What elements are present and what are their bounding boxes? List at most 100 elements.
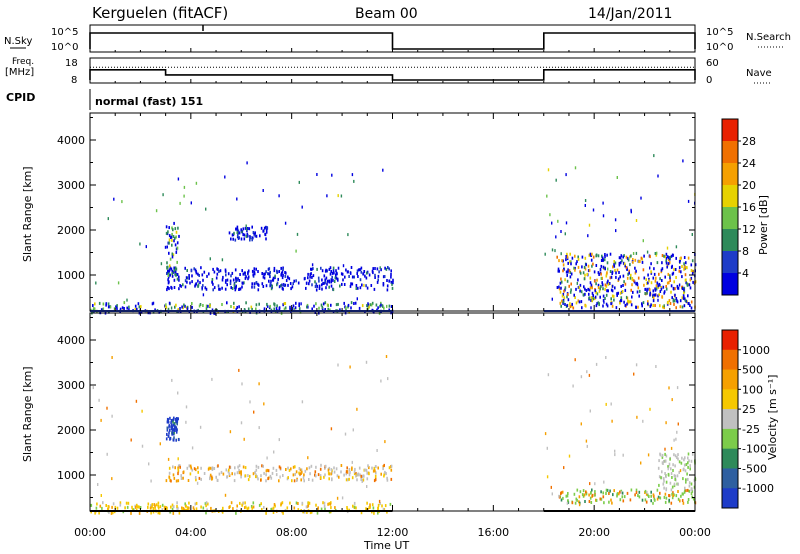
heat-cell bbox=[209, 466, 212, 470]
heat-cell bbox=[172, 420, 174, 424]
heat-cell bbox=[609, 252, 612, 256]
heat-cell bbox=[376, 449, 378, 452]
heat-cell bbox=[282, 511, 284, 515]
heat-cell bbox=[315, 302, 317, 306]
heat-cell bbox=[379, 304, 381, 308]
heat-cell bbox=[100, 418, 102, 422]
heat-cell bbox=[352, 504, 354, 508]
heat-cell bbox=[308, 478, 310, 481]
heat-cell bbox=[291, 307, 294, 310]
heat-cell bbox=[685, 463, 688, 466]
heat-cell bbox=[244, 474, 247, 478]
heat-cell bbox=[611, 419, 613, 423]
heat-cell bbox=[231, 287, 234, 290]
heat-cell bbox=[677, 490, 679, 493]
heat-cell bbox=[196, 481, 199, 485]
heat-cell bbox=[604, 297, 606, 300]
heat-cell bbox=[281, 276, 284, 280]
heat-cell bbox=[683, 265, 686, 269]
heat-cell bbox=[186, 466, 189, 470]
heat-cell bbox=[325, 286, 327, 290]
heat-cell bbox=[372, 469, 375, 473]
heat-cell bbox=[374, 474, 377, 478]
heat-cell bbox=[263, 273, 265, 276]
heat-cell bbox=[280, 273, 282, 277]
heat-cell bbox=[107, 305, 110, 309]
heat-cell bbox=[380, 303, 382, 307]
heat-cell bbox=[247, 275, 250, 279]
heat-cell bbox=[276, 304, 278, 308]
heat-cell bbox=[171, 272, 173, 276]
x-tick-label: 12:00 bbox=[377, 526, 409, 539]
heat-cell bbox=[309, 511, 312, 515]
heat-cell bbox=[386, 284, 389, 288]
heat-cell bbox=[657, 466, 660, 470]
heat-cell bbox=[559, 281, 562, 285]
heat-cell bbox=[191, 302, 193, 305]
heat-cell bbox=[185, 276, 188, 280]
heat-cell bbox=[175, 417, 178, 420]
heat-cell bbox=[140, 310, 143, 314]
heat-cell bbox=[269, 474, 272, 478]
heat-cell bbox=[661, 279, 663, 282]
heat-cell bbox=[212, 282, 214, 286]
heat-cell bbox=[584, 287, 586, 291]
heat-cell bbox=[671, 485, 674, 489]
heat-cell bbox=[135, 399, 138, 403]
heat-cell bbox=[187, 479, 190, 482]
freq-tick-bottom: 8 bbox=[71, 75, 77, 86]
heat-cell bbox=[640, 461, 642, 465]
heat-cell bbox=[671, 296, 673, 300]
heat-cell bbox=[204, 286, 207, 290]
heat-cell bbox=[589, 276, 592, 280]
heat-cell bbox=[179, 465, 181, 469]
heat-cell bbox=[330, 468, 333, 472]
heat-cell bbox=[297, 502, 299, 505]
heat-cell bbox=[646, 281, 648, 285]
heat-cell bbox=[555, 178, 557, 182]
heat-cell bbox=[622, 453, 624, 457]
heat-cell bbox=[694, 263, 697, 267]
heat-cell bbox=[668, 494, 670, 497]
heat-cell bbox=[166, 288, 168, 292]
heat-cell bbox=[333, 271, 335, 275]
heat-cell bbox=[206, 274, 208, 278]
heat-cell bbox=[664, 452, 666, 456]
heat-cell bbox=[377, 503, 380, 507]
heat-cell bbox=[674, 268, 677, 271]
heat-cell bbox=[610, 402, 612, 406]
heat-cell bbox=[644, 292, 646, 295]
heat-cell bbox=[643, 283, 645, 287]
heat-cell bbox=[629, 255, 631, 259]
heat-cell bbox=[176, 241, 179, 245]
power-colorbar-swatch bbox=[722, 273, 738, 296]
heat-cell bbox=[148, 462, 150, 466]
heat-cell bbox=[373, 479, 376, 483]
heat-cell bbox=[567, 499, 569, 503]
nsky-series-line bbox=[89, 32, 696, 50]
heat-cell bbox=[240, 237, 243, 241]
heat-cell bbox=[240, 472, 242, 476]
heat-cell bbox=[627, 272, 629, 276]
heat-cell bbox=[173, 416, 175, 420]
heat-cell bbox=[348, 477, 350, 481]
heat-cell bbox=[281, 270, 284, 274]
date-title: 14/Jan/2011 bbox=[588, 6, 672, 22]
heat-cell bbox=[303, 277, 306, 281]
heat-cell bbox=[602, 491, 604, 495]
heat-cell bbox=[687, 302, 690, 305]
heat-cell bbox=[308, 501, 311, 505]
heat-cell bbox=[627, 299, 630, 303]
heat-cell bbox=[157, 501, 160, 505]
heat-cell bbox=[185, 504, 187, 508]
heat-cell bbox=[298, 471, 300, 475]
heat-cell bbox=[603, 258, 606, 262]
heat-cell bbox=[216, 272, 219, 276]
heat-cell bbox=[632, 258, 634, 261]
heat-cell bbox=[167, 272, 170, 276]
heat-cell bbox=[293, 308, 296, 311]
heat-cell bbox=[570, 272, 573, 276]
heat-cell bbox=[623, 262, 626, 266]
y-tick-label: 3000 bbox=[57, 179, 85, 192]
heat-cell bbox=[676, 456, 678, 459]
